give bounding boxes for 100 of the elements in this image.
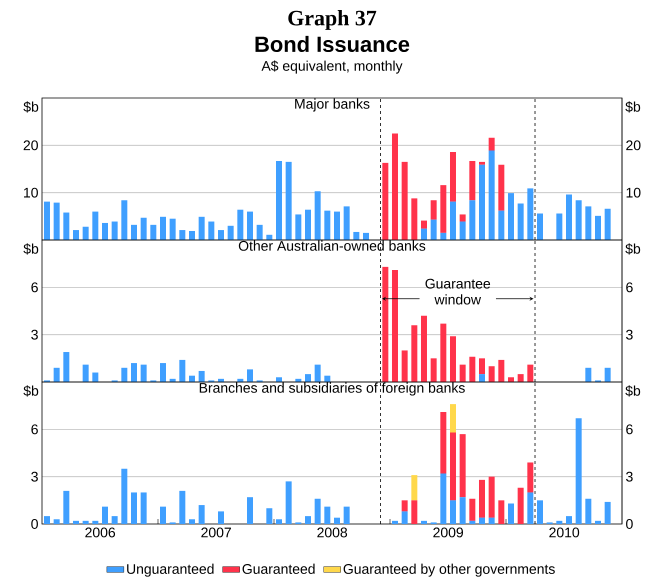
y-axis-title: $b [23, 385, 38, 397]
y2-tick-label: 0 [626, 519, 633, 529]
bar [112, 516, 118, 524]
text: A$ equivalent, monthly [261, 60, 403, 74]
bar [604, 208, 611, 240]
bar [402, 511, 408, 524]
y2-tick-label: 6 [626, 424, 633, 434]
bar [140, 364, 147, 382]
bar [63, 490, 70, 524]
bar [72, 520, 79, 524]
bar [44, 516, 50, 524]
bar [440, 232, 446, 240]
bar [392, 270, 398, 382]
bar [304, 516, 311, 524]
bar [566, 194, 572, 240]
y-axis-title: $b [23, 101, 38, 113]
bar [478, 480, 485, 518]
bar [478, 358, 485, 374]
bar [82, 364, 89, 382]
bar [266, 508, 272, 524]
bar [430, 220, 437, 240]
bar [130, 224, 137, 240]
bar [488, 366, 495, 382]
bar [102, 506, 108, 524]
caption: Graph 37 [288, 10, 376, 30]
bar [286, 481, 292, 524]
bar [488, 518, 495, 524]
bar [295, 214, 302, 240]
bar [54, 519, 60, 524]
bar [170, 218, 176, 240]
bar [402, 162, 408, 240]
chart-title: Other Australian-owned banks [238, 240, 426, 251]
bar [402, 500, 408, 512]
bar [179, 360, 186, 382]
bar [188, 231, 195, 240]
bar [92, 372, 98, 382]
bar [121, 200, 128, 240]
bar [334, 212, 340, 240]
bar [498, 164, 504, 211]
bar [411, 325, 418, 382]
bar [392, 520, 398, 524]
y-tick-label: 0 [31, 519, 38, 529]
y-tick-label: 6 [31, 424, 38, 434]
bar [140, 218, 147, 240]
bar [334, 518, 340, 524]
bar [198, 505, 205, 524]
bar [304, 210, 311, 240]
bar [82, 520, 89, 524]
bar [382, 266, 388, 382]
bar [208, 222, 214, 240]
bar [469, 356, 476, 382]
text: Bond Issuance [256, 36, 410, 52]
bar [218, 511, 224, 524]
bar [585, 206, 592, 240]
bar [246, 212, 253, 240]
annotation: Guarantee window [425, 278, 490, 305]
bar [478, 518, 485, 524]
bar [556, 520, 562, 524]
bar [402, 350, 408, 382]
bar [246, 497, 253, 524]
bar [160, 216, 166, 240]
bar [527, 462, 534, 492]
bar [585, 368, 592, 382]
bar [498, 500, 504, 524]
legend-label: Unguaranteed [127, 564, 214, 577]
x-tick-label: 2010 [549, 528, 580, 538]
bar [92, 212, 98, 240]
bar [440, 185, 446, 233]
bar [460, 434, 466, 498]
y-tick-label: 20 [24, 140, 38, 150]
bar [304, 374, 311, 382]
bar [92, 520, 98, 524]
bar [420, 220, 427, 229]
bar [450, 336, 456, 382]
bar [63, 352, 70, 382]
bar [478, 374, 485, 382]
bar [460, 364, 466, 382]
bar [392, 133, 398, 240]
legend-label: Guaranteed by other governments [344, 564, 555, 577]
bar [440, 474, 446, 524]
bar [353, 232, 360, 240]
bar [518, 204, 524, 240]
bar [82, 226, 89, 240]
bar [585, 498, 592, 524]
y2-tick-label: 10 [626, 188, 641, 198]
bar [314, 364, 321, 382]
bar [150, 224, 156, 240]
bar [440, 324, 446, 382]
bar [198, 216, 205, 240]
bar [576, 418, 582, 524]
bar [498, 360, 504, 382]
bar [430, 358, 437, 382]
bar [556, 213, 562, 240]
bar [469, 160, 476, 200]
bar [450, 404, 456, 432]
chart-title: Major banks [295, 98, 370, 112]
bar [460, 497, 466, 524]
bar [604, 502, 611, 524]
bar [594, 520, 601, 524]
bar [276, 519, 282, 524]
